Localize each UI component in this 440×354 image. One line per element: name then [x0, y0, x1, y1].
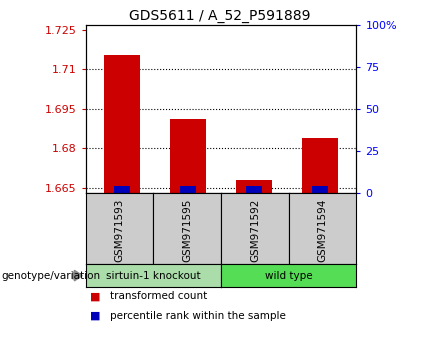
Bar [114, 186, 130, 193]
Bar [302, 138, 338, 193]
Text: GDS5611 / A_52_P591889: GDS5611 / A_52_P591889 [129, 9, 311, 23]
Text: GSM971592: GSM971592 [250, 199, 260, 262]
Text: percentile rank within the sample: percentile rank within the sample [110, 311, 286, 321]
Bar [246, 185, 262, 193]
Text: GSM971594: GSM971594 [318, 199, 327, 262]
Text: genotype/variation: genotype/variation [1, 270, 100, 281]
Bar [170, 119, 206, 193]
Text: sirtuin-1 knockout: sirtuin-1 knockout [106, 270, 201, 281]
Bar [180, 186, 196, 193]
Text: wild type: wild type [265, 270, 312, 281]
Text: ■: ■ [90, 291, 101, 301]
Bar [104, 55, 140, 193]
Text: GSM971593: GSM971593 [115, 199, 125, 262]
Text: ■: ■ [90, 311, 101, 321]
Text: transformed count: transformed count [110, 291, 207, 301]
Bar [236, 180, 272, 193]
Text: GSM971595: GSM971595 [182, 199, 192, 262]
Bar [312, 186, 328, 193]
